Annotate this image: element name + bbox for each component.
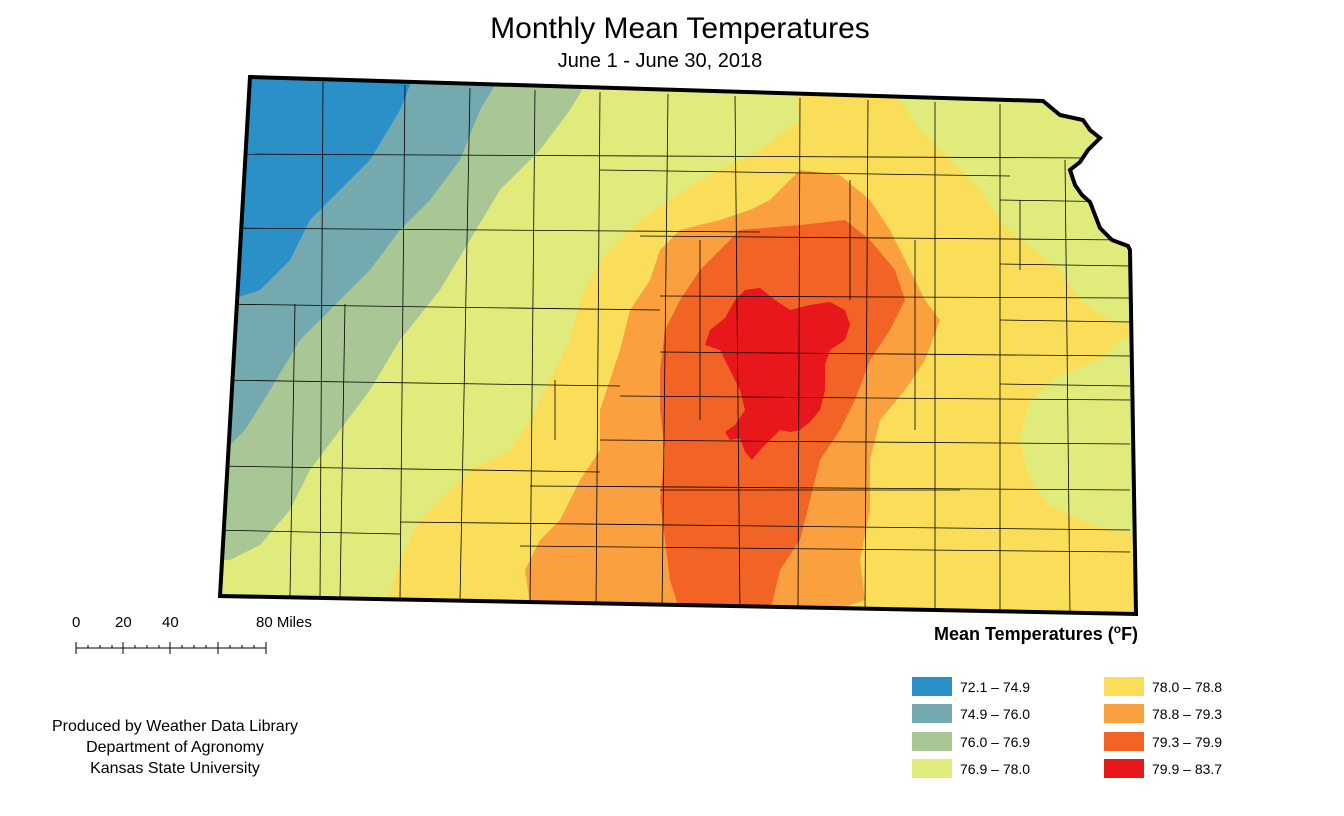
scale-label-20: 20 bbox=[115, 614, 132, 631]
legend-label: 78.0 – 78.8 bbox=[1152, 679, 1223, 695]
legend-swatch bbox=[1104, 759, 1144, 778]
map-subtitle: June 1 - June 30, 2018 bbox=[557, 50, 763, 72]
legend-degree-symbol: o bbox=[1113, 622, 1122, 636]
scale-bar: 0 20 40 80 Miles bbox=[60, 614, 340, 664]
map-title: Monthly Mean Temperatures bbox=[490, 12, 870, 45]
credit-line-1: Produced by Weather Data Library bbox=[51, 718, 299, 735]
legend-title: Mean Temperatures (oF) bbox=[934, 622, 1138, 645]
legend-label: 78.8 – 79.3 bbox=[1152, 706, 1223, 722]
legend-swatch bbox=[1104, 704, 1144, 723]
legend-swatch bbox=[1104, 677, 1144, 696]
legend-title-text: Mean Temperatures ( bbox=[934, 624, 1114, 644]
scale-label-0: 0 bbox=[72, 614, 81, 631]
legend-unit-letter: F) bbox=[1121, 624, 1139, 644]
credit-block: Produced by Weather Data Library Departm… bbox=[20, 716, 330, 779]
state-outline bbox=[217, 74, 1139, 617]
zone-76.9-78.0-east bbox=[1020, 330, 1136, 540]
temperature-zones bbox=[220, 77, 1136, 614]
credit-line-3: Kansas State University bbox=[90, 760, 260, 777]
scale-label-40: 40 bbox=[162, 614, 179, 631]
zone-72.1-74.9 bbox=[220, 77, 420, 305]
legend-label: 79.9 – 83.7 bbox=[1152, 761, 1223, 777]
legend-swatch bbox=[912, 677, 952, 696]
legend-swatch bbox=[912, 704, 952, 723]
county-boundaries bbox=[220, 81, 1131, 614]
legend-label: 79.3 – 79.9 bbox=[1152, 734, 1223, 750]
legend-label: 76.9 – 78.0 bbox=[960, 761, 1031, 777]
legend-swatch bbox=[912, 759, 952, 778]
credit-line-2: Department of Agronomy bbox=[86, 739, 264, 756]
legend-label: 76.0 – 76.9 bbox=[960, 734, 1031, 750]
zone-79.9-83.7 bbox=[705, 288, 850, 460]
legend-label: 74.9 – 76.0 bbox=[960, 706, 1031, 722]
legend-swatch bbox=[912, 732, 952, 751]
legend-swatch bbox=[1104, 732, 1144, 751]
legend-label: 72.1 – 74.9 bbox=[960, 679, 1031, 695]
scale-label-80: 80 Miles bbox=[256, 614, 312, 631]
scale-bar-graphic bbox=[75, 642, 267, 654]
